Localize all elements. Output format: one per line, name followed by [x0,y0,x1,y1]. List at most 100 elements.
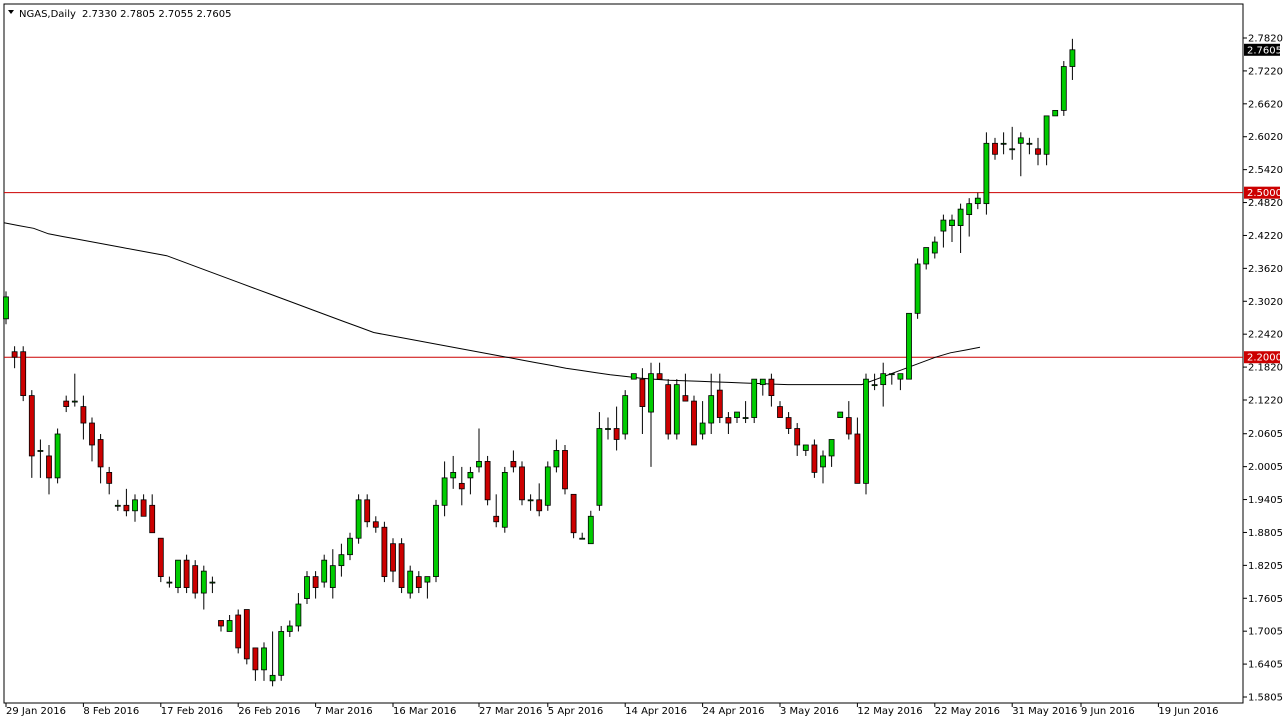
candle [897,373,904,391]
candle [20,346,27,402]
candle [527,494,534,511]
x-tick-label: 19 Jun 2016 [1158,706,1218,717]
candle [768,373,775,407]
candle [544,461,551,511]
bull-candle-body [940,219,947,232]
bull-candle-body [433,504,439,578]
current-price-tag [1244,43,1280,56]
candle [329,549,336,599]
bear-candle-body [845,417,852,435]
bear-candle-body [183,559,190,588]
bear-candle-body [398,543,405,588]
candle [71,373,78,407]
candle [579,532,586,540]
bear-candle-body [11,351,18,358]
bear-candle-body [415,576,422,588]
bear-candle-body [992,142,998,155]
candle [501,466,508,533]
candle [200,565,207,610]
candle [888,373,895,385]
bull-candle-body [501,471,508,528]
bull-candle-body [1060,66,1067,111]
bear-candle-body [519,466,525,501]
candle [381,521,388,583]
candle [553,439,560,473]
bear-candle-body [89,422,95,446]
bull-candle-body [923,247,930,265]
candle [1060,61,1067,116]
bear-candle-body [235,614,242,649]
x-tick-label: 29 Jan 2016 [6,706,66,717]
candle [957,203,964,254]
bull-candle-body [605,428,611,430]
candle [54,428,61,484]
x-tick-label: 7 Mar 2016 [316,706,373,717]
bear-candle-body [252,647,259,671]
bull-candle-body [914,263,921,314]
bull-candle-body [966,203,973,216]
bear-candle-body [106,471,113,484]
candle [450,455,457,489]
bull-candle-body [828,439,835,457]
candle [682,373,689,402]
candle [648,362,654,467]
candle [132,494,138,522]
bull-candle-body [286,625,293,632]
bull-candle-body [906,312,912,380]
candle [433,499,439,583]
bull-candle-body [304,576,310,599]
bear-candle-body [854,433,861,484]
bear-candle-body [312,576,319,588]
candle [699,401,706,440]
bear-candle-body [510,461,517,468]
candle [587,510,594,545]
bear-candle-body [458,482,465,490]
bull-candle-body [587,515,594,545]
candle [630,373,637,380]
candle [424,576,431,599]
candle [596,412,603,511]
bull-candle-body [699,422,706,435]
bear-candle-body [493,515,500,523]
bull-candle-body [261,647,267,671]
candle [1017,132,1024,177]
y-tick-label: 2.0605 [1248,429,1283,440]
bear-candle-body [768,378,775,397]
bull-candle-body [132,499,138,512]
bear-candle-body [665,384,672,435]
candle [398,538,405,594]
candle [407,565,414,599]
candle [295,593,302,632]
bear-candle-body [1035,148,1041,155]
x-tick-label: 24 Apr 2016 [703,706,765,717]
candle [183,554,190,594]
triangle-down-icon[interactable] [8,10,14,14]
bear-candle-body [390,543,396,572]
plot-area [3,3,1244,704]
candle [966,198,973,237]
candle [235,609,242,654]
x-tick-label: 9 Jun 2016 [1081,706,1135,717]
x-tick-label: 8 Feb 2016 [83,706,139,717]
bull-candle-body [983,142,990,205]
bull-candle-body [3,296,9,320]
candle [123,488,130,517]
candle [837,411,844,418]
candle [605,417,611,440]
candle [390,538,396,583]
y-tick-label: 2.7820 [1248,34,1283,45]
level-price-tag [1244,186,1280,199]
y-tick-label: 1.7605 [1248,594,1283,605]
candle [175,559,181,594]
bull-candle-body [949,219,955,226]
candle [992,137,998,160]
bull-candle-body [742,417,749,419]
bull-candle-body [579,537,586,540]
y-tick-label: 1.8805 [1248,528,1283,539]
y-tick-label: 1.5805 [1248,693,1283,704]
candle [278,625,285,681]
y-tick-label: 2.4220 [1248,231,1283,242]
candle [97,434,104,484]
